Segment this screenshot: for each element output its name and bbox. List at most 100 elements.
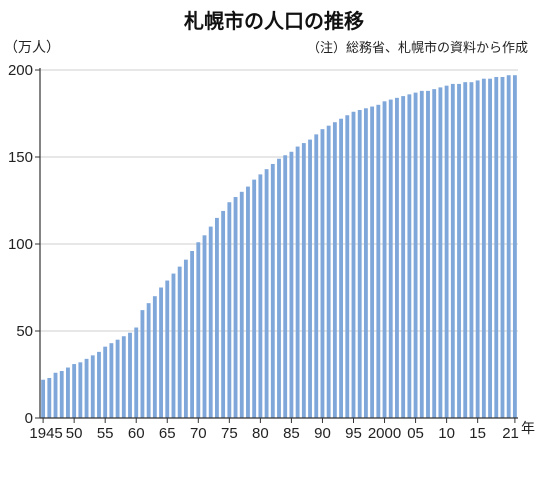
source-note: （注）総務省、札幌市の資料から作成 xyxy=(307,40,528,56)
bar-1946 xyxy=(47,377,52,418)
bar-1960 xyxy=(134,327,139,418)
bar-2001 xyxy=(388,99,393,418)
bar-1948 xyxy=(59,371,64,418)
y-tick-label-100: 100 xyxy=(8,236,33,253)
bar-1994 xyxy=(345,115,350,419)
bar-1986 xyxy=(295,146,300,418)
bar-1980 xyxy=(258,174,263,418)
bar-1977 xyxy=(239,191,244,418)
x-tick-label-10: 10 xyxy=(438,425,455,442)
bar-2006 xyxy=(419,90,424,418)
bar-1955 xyxy=(103,346,108,418)
bar-2011 xyxy=(450,83,455,419)
bar-2002 xyxy=(395,97,399,418)
x-tick-labels: 1945 50 55 60 65 70 75 80 85 90 95 2000 05 10 15 21 xyxy=(29,425,518,442)
bar-2016 xyxy=(481,78,486,418)
bar-2014 xyxy=(469,82,474,419)
bar-2009 xyxy=(438,87,443,419)
bar-1974 xyxy=(221,210,226,418)
x-tick-label-80: 80 xyxy=(252,425,269,442)
bar-1995 xyxy=(351,111,356,418)
bar-2000 xyxy=(382,101,387,418)
bar-1963 xyxy=(152,296,157,418)
x-tick-label-70: 70 xyxy=(190,425,207,442)
bar-1954 xyxy=(97,351,101,418)
bar-1972 xyxy=(208,226,213,418)
bar-1984 xyxy=(283,155,288,418)
bar-1973 xyxy=(214,217,219,418)
bar-1985 xyxy=(289,151,294,418)
axes xyxy=(35,68,518,423)
bar-1967 xyxy=(177,266,182,418)
x-tick-label-60: 60 xyxy=(128,425,145,442)
bar-1964 xyxy=(159,287,163,418)
x-tick-label-85: 85 xyxy=(283,425,300,442)
bar-1975 xyxy=(227,202,232,418)
x-tick-label-1945: 1945 xyxy=(29,425,62,442)
bar-1969 xyxy=(190,250,195,418)
x-tick-label-90: 90 xyxy=(314,425,331,442)
bar-2005 xyxy=(413,92,418,419)
x-unit-label: 年 xyxy=(521,421,535,437)
bar-1957 xyxy=(115,339,120,418)
bar-1991 xyxy=(326,125,331,419)
bar-1951 xyxy=(78,362,83,418)
x-tick-label-15: 15 xyxy=(469,425,486,442)
bar-1979 xyxy=(252,179,257,418)
bar-2007 xyxy=(426,90,430,418)
bar-1949 xyxy=(66,367,70,418)
bar-1998 xyxy=(370,106,375,418)
x-tick-label-2000: 2000 xyxy=(368,425,401,442)
bar-1958 xyxy=(121,336,126,418)
bar-1981 xyxy=(264,169,269,418)
y-tick-label-200: 200 xyxy=(8,62,33,79)
x-tick-label-21: 21 xyxy=(502,425,519,442)
x-tick-label-95: 95 xyxy=(345,425,362,442)
bar-1983 xyxy=(277,158,281,419)
x-tick-label-75: 75 xyxy=(221,425,238,442)
y-tick-labels: 0 50 100 150 200 xyxy=(8,62,33,427)
chart-title: 札幌市の人口の推移 xyxy=(183,9,364,33)
bar-1976 xyxy=(233,197,238,418)
y-tick-label-150: 150 xyxy=(8,149,33,166)
y-unit-label: （万人） xyxy=(4,40,60,56)
bar-1990 xyxy=(320,129,325,418)
x-tick-label-65: 65 xyxy=(159,425,176,442)
bar-1989 xyxy=(314,134,319,418)
bar-2021 xyxy=(512,75,517,418)
bar-1988 xyxy=(308,139,312,418)
y-tick-label-0: 0 xyxy=(25,410,33,427)
bar-1978 xyxy=(246,186,250,418)
bar-1987 xyxy=(301,143,306,418)
bar-2020 xyxy=(506,75,511,418)
bar-1993 xyxy=(339,118,344,418)
bar-1950 xyxy=(72,364,77,418)
bar-1945 xyxy=(41,379,46,418)
bar-1982 xyxy=(270,163,275,418)
bar-2008 xyxy=(432,89,437,418)
bar-1947 xyxy=(53,372,58,418)
bar-2017 xyxy=(488,78,492,418)
bar-2003 xyxy=(401,96,406,418)
bar-1970 xyxy=(196,242,201,418)
bar-2015 xyxy=(475,80,480,418)
bar-1961 xyxy=(140,310,145,418)
bar-1968 xyxy=(183,259,188,418)
y-tick-label-50: 50 xyxy=(16,323,33,340)
bar-1952 xyxy=(84,358,89,418)
x-tick-label-05: 05 xyxy=(407,425,424,442)
bar-1966 xyxy=(171,273,176,418)
bars xyxy=(41,75,517,419)
bar-1996 xyxy=(357,110,362,419)
bar-2012 xyxy=(457,83,461,419)
bar-2019 xyxy=(500,76,505,419)
bar-1997 xyxy=(363,108,368,418)
bar-1953 xyxy=(90,355,95,418)
bar-1992 xyxy=(332,122,337,418)
bar-2013 xyxy=(463,82,468,419)
bar-1956 xyxy=(109,343,114,418)
bar-1959 xyxy=(128,332,132,418)
bar-2010 xyxy=(444,85,449,418)
x-tick-label-55: 55 xyxy=(97,425,114,442)
